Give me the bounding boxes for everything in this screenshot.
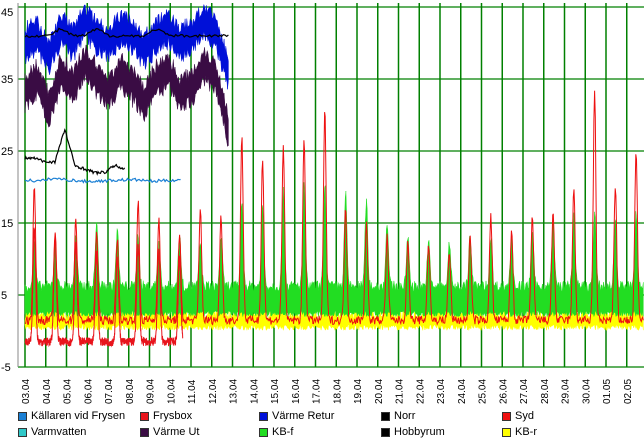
x-axis-ticks: 03.04 04.04 05.04 06.04 07.04 08.04 09.04 10.04… (21, 379, 634, 404)
legend-label: Varmvatten (31, 426, 87, 438)
x-tick-label: 12.04 (208, 379, 219, 404)
y-axis-ticks: -5 5 15 25 35 45 (1, 7, 13, 374)
x-tick-label: 10.04 (166, 379, 177, 404)
x-tick-label: 16.04 (291, 379, 302, 404)
legend-item: Värme Ut (140, 425, 199, 439)
series-norr (24, 128, 126, 176)
legend: Källaren vid Frysen Frysbox Värme Retur Nor… (0, 407, 644, 443)
legend-swatch (18, 427, 27, 437)
x-tick-label: 04.04 (42, 379, 53, 404)
legend-label: Värme Ut (153, 426, 200, 438)
series-frysbox (24, 227, 184, 348)
legend-item: Hobbyrum (381, 425, 445, 439)
legend-item: Varmvatten (18, 425, 86, 439)
x-tick-label: 19.04 (353, 379, 364, 404)
legend-swatch (18, 411, 27, 421)
x-tick-label: 02.05 (623, 379, 634, 404)
x-tick-label: 27.04 (519, 379, 530, 404)
x-tick-label: 14.04 (249, 379, 260, 404)
series-v-rme-ut (24, 44, 229, 147)
legend-label: Frysbox (153, 410, 193, 422)
legend-item: Källaren vid Frysen (18, 409, 125, 423)
line-chart: -5 5 15 25 35 45 03.04 04.04 05.04 06.04 07.04 08.… (1, 3, 644, 404)
legend-swatch (502, 411, 511, 421)
x-tick-label: 17.04 (312, 379, 323, 404)
series-k-llaren-vid-frysen (24, 177, 181, 184)
series-v-rme-retur (24, 4, 229, 90)
x-tick-label: 26.04 (498, 379, 509, 404)
series-hobbyrum (24, 27, 229, 39)
legend-item: Frysbox (140, 409, 192, 423)
x-tick-label: 13.04 (229, 379, 240, 404)
legend-label: KB-f (272, 426, 294, 438)
x-tick-label: 08.04 (125, 379, 136, 404)
legend-item: Norr (381, 409, 415, 423)
legend-swatch (259, 411, 268, 421)
x-tick-label: 09.04 (146, 379, 157, 404)
y-tick-label: 15 (1, 218, 13, 230)
y-tick-label: -5 (1, 362, 11, 374)
x-tick-label: 29.04 (561, 379, 572, 404)
legend-label: Källaren vid Frysen (31, 410, 126, 422)
legend-swatch (140, 411, 149, 421)
x-tick-label: 01.05 (602, 379, 613, 404)
legend-label: Syd (515, 410, 534, 422)
x-tick-label: 11.04 (187, 379, 198, 404)
x-tick-label: 24.04 (457, 379, 468, 404)
legend-label: KB-r (515, 426, 537, 438)
legend-item: Syd (502, 409, 534, 423)
legend-item: Värme Retur (259, 409, 334, 423)
legend-swatch (140, 427, 149, 437)
x-tick-label: 15.04 (270, 379, 281, 404)
legend-swatch (381, 411, 390, 421)
series-layer (24, 4, 644, 348)
y-tick-label: 45 (1, 7, 13, 19)
x-tick-label: 18.04 (332, 379, 343, 404)
x-tick-label: 07.04 (104, 379, 115, 404)
x-tick-label: 03.04 (21, 379, 32, 404)
x-tick-label: 22.04 (415, 379, 426, 404)
legend-swatch (259, 427, 268, 437)
x-tick-label: 20.04 (374, 379, 385, 404)
legend-label: Värme Retur (272, 410, 335, 422)
y-tick-label: 5 (1, 290, 7, 302)
x-tick-label: 06.04 (83, 379, 94, 404)
legend-label: Norr (394, 410, 416, 422)
legend-swatch (381, 427, 390, 437)
x-tick-label: 30.04 (581, 379, 592, 404)
y-tick-label: 25 (1, 146, 13, 158)
x-tick-label: 28.04 (540, 379, 551, 404)
x-tick-label: 25.04 (478, 379, 489, 404)
x-tick-label: 21.04 (395, 379, 406, 404)
legend-swatch (502, 427, 511, 437)
legend-item: KB-f (259, 425, 293, 439)
series-kb-r (24, 292, 644, 332)
x-tick-label: 05.04 (63, 379, 74, 404)
y-tick-label: 35 (1, 74, 13, 86)
legend-item: KB-r (502, 425, 537, 439)
x-tick-label: 23.04 (436, 379, 447, 404)
series-syd (24, 90, 644, 326)
legend-label: Hobbyrum (394, 426, 445, 438)
